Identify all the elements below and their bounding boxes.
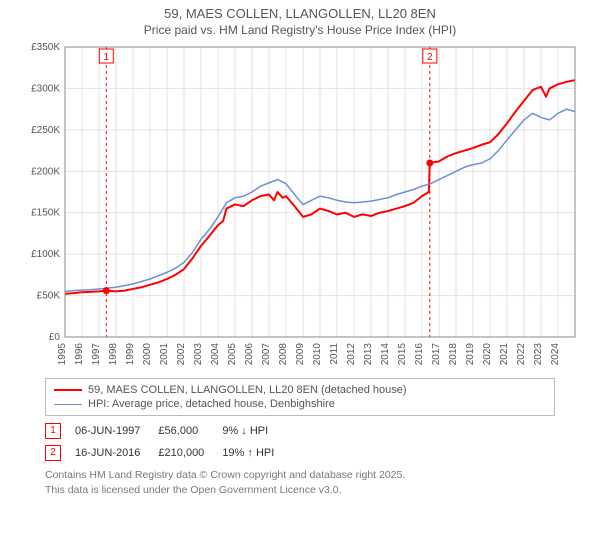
title-line-2: Price paid vs. HM Land Registry's House … <box>0 23 600 43</box>
svg-text:2024: 2024 <box>550 343 561 366</box>
annotation-table: 1 06-JUN-1997 £56,000 9% ↓ HPI 2 16-JUN-… <box>45 420 292 464</box>
legend-row-1: 59, MAES COLLEN, LLANGOLLEN, LL20 8EN (d… <box>54 383 546 397</box>
legend: 59, MAES COLLEN, LLANGOLLEN, LL20 8EN (d… <box>45 378 555 416</box>
svg-text:2021: 2021 <box>499 343 510 366</box>
annotation-row-1: 1 06-JUN-1997 £56,000 9% ↓ HPI <box>45 420 292 442</box>
svg-text:£0: £0 <box>49 332 61 343</box>
svg-text:2019: 2019 <box>465 343 476 366</box>
svg-text:2018: 2018 <box>448 343 459 366</box>
annotation-marker-1: 1 <box>45 423 61 439</box>
svg-text:2007: 2007 <box>261 343 272 366</box>
svg-text:2013: 2013 <box>363 343 374 366</box>
svg-text:£350K: £350K <box>31 42 60 53</box>
svg-text:2015: 2015 <box>397 343 408 366</box>
annotation-marker-2: 2 <box>45 445 61 461</box>
svg-text:2001: 2001 <box>159 343 170 366</box>
footer: Contains HM Land Registry data © Crown c… <box>45 468 555 496</box>
title-line-1: 59, MAES COLLEN, LLANGOLLEN, LL20 8EN <box>0 0 600 23</box>
svg-text:2006: 2006 <box>244 343 255 366</box>
svg-text:2005: 2005 <box>227 343 238 366</box>
svg-text:2012: 2012 <box>346 343 357 366</box>
svg-text:£50K: £50K <box>37 291 61 302</box>
svg-text:2016: 2016 <box>414 343 425 366</box>
svg-text:2022: 2022 <box>516 343 527 366</box>
annotation-delta-1: 9% ↓ HPI <box>222 420 292 442</box>
annotation-date-1: 06-JUN-1997 <box>75 420 158 442</box>
svg-text:2003: 2003 <box>193 343 204 366</box>
svg-text:£250K: £250K <box>31 125 60 136</box>
svg-text:2014: 2014 <box>380 343 391 366</box>
svg-text:£200K: £200K <box>31 167 60 178</box>
svg-text:1998: 1998 <box>108 343 119 366</box>
svg-text:2000: 2000 <box>142 343 153 366</box>
svg-text:1996: 1996 <box>74 343 85 366</box>
svg-text:£150K: £150K <box>31 208 60 219</box>
legend-swatch-1 <box>54 389 82 391</box>
svg-text:1: 1 <box>104 52 110 63</box>
footer-line-1: Contains HM Land Registry data © Crown c… <box>45 468 555 482</box>
legend-label-1: 59, MAES COLLEN, LLANGOLLEN, LL20 8EN (d… <box>88 384 407 396</box>
svg-text:2002: 2002 <box>176 343 187 366</box>
annotation-price-1: £56,000 <box>158 420 222 442</box>
svg-text:1999: 1999 <box>125 343 136 366</box>
svg-text:2023: 2023 <box>533 343 544 366</box>
annotation-row-2: 2 16-JUN-2016 £210,000 19% ↑ HPI <box>45 442 292 464</box>
svg-text:£300K: £300K <box>31 84 60 95</box>
legend-row-2: HPI: Average price, detached house, Denb… <box>54 397 546 411</box>
svg-text:2010: 2010 <box>312 343 323 366</box>
price-chart: £0 £50K £100K £150K £200K £250K £300K £350K 1995… <box>20 42 580 372</box>
legend-label-2: HPI: Average price, detached house, Denb… <box>88 398 335 410</box>
svg-text:£100K: £100K <box>31 250 60 261</box>
annotation-date-2: 16-JUN-2016 <box>75 442 158 464</box>
svg-text:2008: 2008 <box>278 343 289 366</box>
svg-text:1997: 1997 <box>91 343 102 366</box>
svg-text:2011: 2011 <box>329 343 340 365</box>
footer-line-2: This data is licensed under the Open Gov… <box>45 483 555 497</box>
svg-text:2004: 2004 <box>210 343 221 366</box>
annotation-price-2: £210,000 <box>158 442 222 464</box>
annotation-delta-2: 19% ↑ HPI <box>222 442 292 464</box>
legend-swatch-2 <box>54 404 82 405</box>
svg-text:2017: 2017 <box>431 343 442 366</box>
svg-text:2: 2 <box>427 52 433 63</box>
svg-text:2020: 2020 <box>482 343 493 366</box>
svg-text:2009: 2009 <box>295 343 306 366</box>
svg-text:1995: 1995 <box>57 343 68 366</box>
